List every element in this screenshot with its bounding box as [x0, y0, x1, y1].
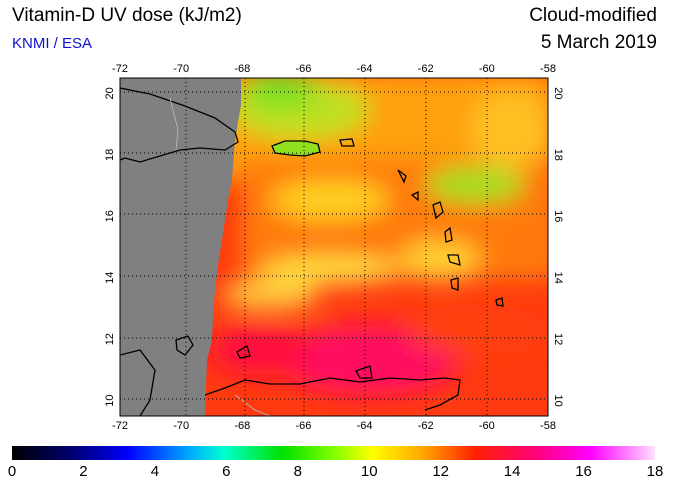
lon-tick-label-top: -62: [418, 63, 434, 75]
lon-tick-label-bottom: -58: [540, 420, 556, 432]
product-label: Cloud-modified: [529, 5, 657, 26]
colorbar-label: 4: [150, 463, 160, 480]
lat-tick-label-left: 10: [104, 395, 116, 407]
lon-tick-label-bottom: -68: [234, 420, 250, 432]
lat-tick-label-right: 12: [552, 333, 564, 345]
coastlines: [120, 87, 504, 416]
uv-field: [120, 78, 548, 416]
colorbar-label: 0: [7, 463, 17, 480]
colorbar: [12, 446, 655, 460]
lon-tick-label-top: -68: [234, 63, 250, 75]
colorbar-label: 10: [360, 463, 378, 480]
lat-tick-label-right: 10: [552, 395, 564, 407]
colorbar-label: 18: [646, 463, 664, 480]
lat-tick-label-right: 14: [552, 272, 564, 284]
lat-tick-label-left: 14: [104, 272, 116, 284]
lon-tick-label-bottom: -60: [479, 420, 495, 432]
map-title: Vitamin-D UV dose (kJ/m2): [12, 5, 242, 26]
lon-tick-label-bottom: -72: [112, 420, 128, 432]
borders: [169, 97, 271, 416]
graticule: [120, 78, 548, 416]
no-data-region: [120, 78, 241, 416]
lon-tick-label-bottom: -66: [295, 420, 311, 432]
lat-tick-label-right: 20: [552, 87, 564, 99]
lon-tick-label-top: -60: [479, 63, 495, 75]
date-label: 5 March 2019: [540, 32, 657, 53]
lon-tick-label-top: -58: [540, 63, 556, 75]
colorbar-label: 16: [575, 463, 592, 480]
agency-label: KNMI / ESA: [12, 35, 93, 52]
colorbar-label: 8: [293, 463, 302, 480]
colorbar-label: 14: [503, 463, 521, 480]
lon-tick-label-top: -64: [357, 63, 373, 75]
lat-tick-label-left: 18: [104, 149, 116, 161]
lat-tick-label-right: 18: [552, 149, 564, 161]
uv-dose-map: -72 -70 -68 -66 -64 -62 -60 -58 -72 -70 -68 -66 -64…: [104, 63, 564, 432]
lon-tick-label-bottom: -70: [173, 420, 189, 432]
map-frame: [119, 77, 549, 417]
lat-tick-label-right: 16: [552, 210, 564, 222]
colorbar-label: 6: [222, 463, 231, 480]
lon-tick-label-bottom: -62: [418, 420, 434, 432]
lat-tick-label-left: 12: [104, 333, 116, 345]
colorbar-label: 2: [79, 463, 88, 480]
lat-tick-label-left: 20: [104, 87, 116, 99]
lat-tick-label-left: 16: [104, 210, 116, 222]
lon-tick-label-bottom: -64: [357, 420, 373, 432]
lon-tick-label-top: -72: [112, 63, 128, 75]
colorbar-label: 12: [432, 463, 449, 480]
lon-tick-label-top: -70: [173, 63, 189, 75]
lon-tick-label-top: -66: [295, 63, 311, 75]
